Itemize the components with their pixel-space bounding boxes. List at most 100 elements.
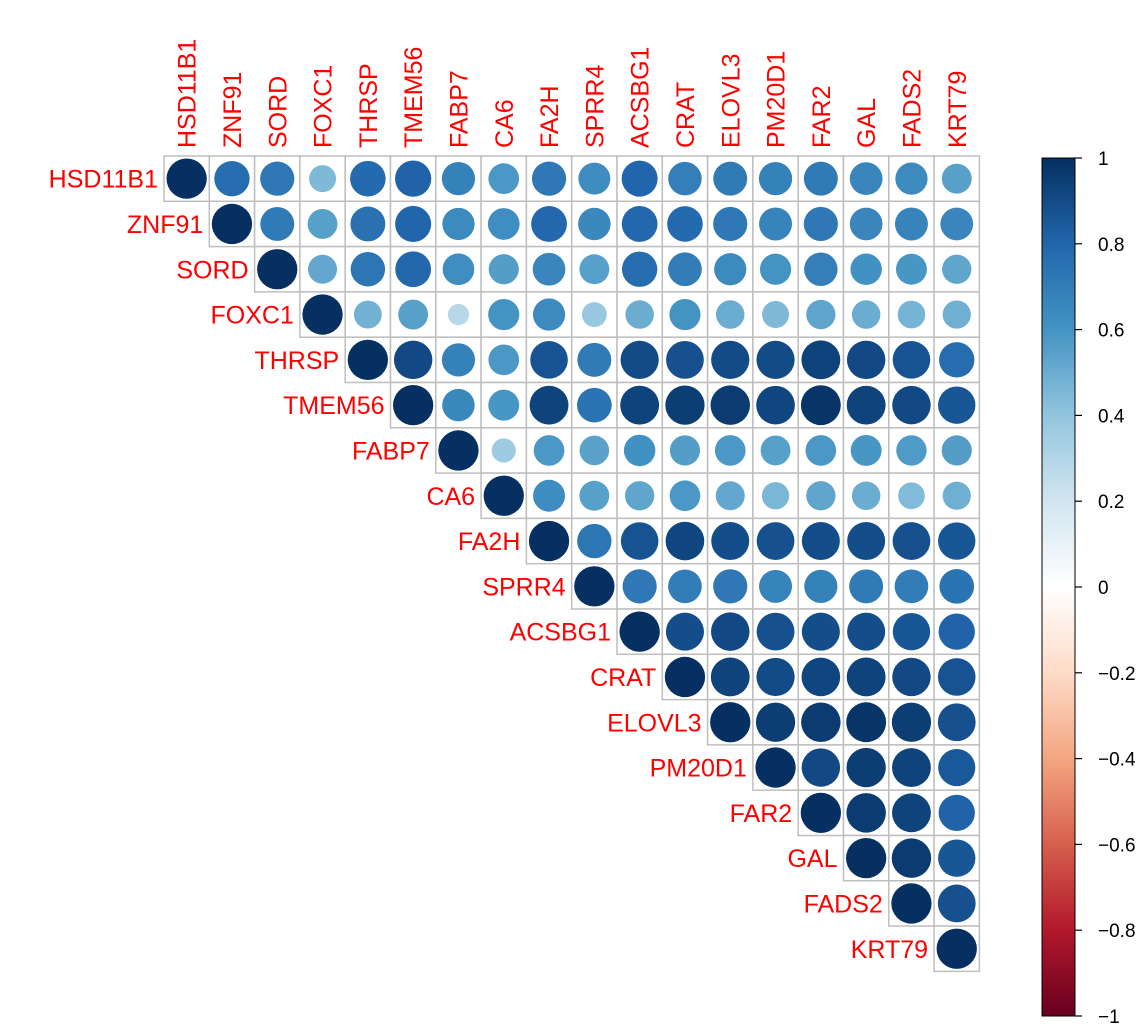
corr-circle-hsd11b1-elovl3 bbox=[713, 161, 748, 196]
corr-circle-foxc1-gal bbox=[851, 300, 881, 329]
corr-circle-pm20d1-pm20d1 bbox=[755, 747, 796, 788]
corr-circle-tmem56-ca6 bbox=[488, 389, 520, 421]
corr-circle-hsd11b1-sord bbox=[260, 161, 295, 196]
corr-circle-znf91-thrsp bbox=[350, 206, 386, 242]
corr-circle-sprr4-elovl3 bbox=[713, 569, 748, 604]
corr-circle-foxc1-crat bbox=[669, 298, 701, 331]
colorbar-tick-label: 0.6 bbox=[1098, 321, 1124, 342]
corr-circle-hsd11b1-far2 bbox=[803, 161, 838, 196]
corr-circle-sord-krt79 bbox=[942, 254, 972, 284]
corr-circle-foxc1-sprr4 bbox=[581, 302, 607, 327]
row-label-znf91: ZNF91 bbox=[127, 211, 203, 239]
corr-circle-pm20d1-krt79 bbox=[938, 748, 976, 787]
corr-circle-sprr4-pm20d1 bbox=[759, 569, 793, 603]
corr-circle-acsbg1-acsbg1 bbox=[619, 611, 660, 652]
corr-circle-pm20d1-fads2 bbox=[892, 748, 931, 787]
corr-circle-foxc1-acsbg1 bbox=[625, 300, 654, 329]
corr-circle-fa2h-pm20d1 bbox=[756, 522, 795, 560]
corr-circle-foxc1-thrsp bbox=[353, 300, 382, 329]
corr-circle-znf91-acsbg1 bbox=[621, 206, 658, 242]
corr-circle-znf91-elovl3 bbox=[713, 206, 748, 242]
colorbar-tick-label: −0.6 bbox=[1098, 835, 1136, 856]
corr-circle-thrsp-far2 bbox=[801, 340, 841, 380]
corr-circle-acsbg1-fads2 bbox=[892, 612, 931, 651]
corr-circle-hsd11b1-thrsp bbox=[350, 160, 386, 197]
row-label-ca6: CA6 bbox=[426, 483, 475, 511]
corr-circle-foxc1-foxc1 bbox=[302, 294, 343, 335]
corr-circle-sord-sprr4 bbox=[579, 254, 610, 285]
corr-circle-znf91-fabp7 bbox=[442, 207, 475, 241]
corr-circle-foxc1-fads2 bbox=[897, 300, 926, 329]
colorbar-tick-label: −0.4 bbox=[1098, 750, 1136, 771]
col-label-thrsp: THRSP bbox=[355, 63, 383, 148]
corr-circle-ca6-crat bbox=[669, 480, 701, 512]
colorbar-tick-label: 0 bbox=[1098, 578, 1109, 599]
row-label-elovl3: ELOVL3 bbox=[607, 709, 702, 737]
corr-circle-foxc1-far2 bbox=[806, 299, 836, 330]
corr-circle-foxc1-elovl3 bbox=[716, 300, 745, 329]
corr-circle-fa2h-elovl3 bbox=[711, 522, 750, 561]
corr-circle-fa2h-sprr4 bbox=[577, 523, 612, 559]
col-label-far2: FAR2 bbox=[808, 85, 836, 148]
col-label-tmem56: TMEM56 bbox=[400, 47, 428, 148]
col-label-pm20d1: PM20D1 bbox=[763, 51, 791, 148]
col-label-hsd11b1: HSD11B1 bbox=[174, 39, 202, 148]
corr-circle-tmem56-far2 bbox=[800, 385, 841, 426]
corr-circle-sord-thrsp bbox=[350, 252, 386, 287]
corr-circle-znf91-crat bbox=[667, 206, 703, 242]
corr-circle-thrsp-sprr4 bbox=[577, 342, 612, 377]
corr-circle-crat-fads2 bbox=[892, 657, 931, 697]
col-label-elovl3: ELOVL3 bbox=[717, 53, 745, 148]
corr-circle-sord-pm20d1 bbox=[759, 253, 792, 285]
corr-circle-fa2h-crat bbox=[665, 521, 705, 561]
corr-circle-acsbg1-pm20d1 bbox=[756, 612, 795, 651]
corr-circle-znf91-tmem56 bbox=[395, 205, 432, 242]
corr-circle-sord-crat bbox=[668, 252, 702, 287]
col-label-sprr4: SPRR4 bbox=[581, 65, 609, 148]
colorbar-tick-label: −0.2 bbox=[1098, 664, 1136, 685]
col-label-znf91: ZNF91 bbox=[219, 72, 247, 148]
corr-circle-fabp7-far2 bbox=[805, 435, 837, 466]
corr-circle-sprr4-fads2 bbox=[894, 569, 929, 604]
corr-circle-far2-gal bbox=[846, 793, 886, 833]
corr-circle-znf91-sprr4 bbox=[578, 207, 611, 241]
corr-circle-thrsp-gal bbox=[846, 340, 886, 380]
corr-circle-tmem56-fads2 bbox=[892, 385, 931, 425]
corr-circle-foxc1-fa2h bbox=[532, 298, 566, 331]
corr-circle-foxc1-ca6 bbox=[488, 298, 520, 331]
corr-circle-sprr4-krt79 bbox=[939, 569, 975, 604]
corr-circle-sord-fa2h bbox=[532, 252, 566, 286]
corr-circle-tmem56-gal bbox=[846, 385, 886, 425]
corr-circle-foxc1-fabp7 bbox=[447, 303, 470, 326]
corr-circle-znf91-fads2 bbox=[894, 207, 928, 241]
row-label-fa2h: FA2H bbox=[458, 528, 521, 556]
corr-circle-ca6-elovl3 bbox=[715, 481, 745, 511]
corr-circle-ca6-ca6 bbox=[483, 475, 524, 516]
corr-circle-ca6-pm20d1 bbox=[761, 482, 790, 510]
row-label-krt79: KRT79 bbox=[851, 936, 928, 964]
corr-circle-hsd11b1-crat bbox=[668, 161, 702, 196]
corr-circle-fabp7-crat bbox=[669, 435, 701, 466]
corr-circle-elovl3-gal bbox=[846, 702, 887, 743]
corr-circle-hsd11b1-ca6 bbox=[488, 163, 520, 194]
colorbar-tick-label: 1 bbox=[1098, 149, 1109, 170]
colorbar: 1 0.8 0.6 0.4 0.2 0 −0.2 −0.4 −0.6 −0.8 −1 bbox=[1041, 149, 1136, 1027]
corr-circle-thrsp-krt79 bbox=[939, 342, 975, 378]
row-label-sord: SORD bbox=[176, 256, 248, 284]
col-label-crat: CRAT bbox=[672, 82, 700, 148]
corr-circle-ca6-fads2 bbox=[898, 482, 925, 510]
corr-circle-znf91-znf91 bbox=[211, 203, 253, 245]
corr-circle-acsbg1-gal bbox=[847, 612, 886, 651]
col-label-krt79: KRT79 bbox=[944, 71, 972, 148]
corr-circle-fa2h-gal bbox=[847, 522, 886, 561]
row-label-pm20d1: PM20D1 bbox=[650, 755, 747, 783]
corr-circle-far2-fads2 bbox=[892, 793, 931, 833]
corr-circle-elovl3-pm20d1 bbox=[755, 702, 796, 742]
corr-circle-tmem56-fa2h bbox=[529, 385, 569, 425]
row-label-sprr4: SPRR4 bbox=[482, 573, 565, 601]
corr-circle-znf91-far2 bbox=[803, 206, 838, 242]
corr-circle-gal-fads2 bbox=[891, 838, 932, 878]
corr-circle-sord-sord bbox=[257, 249, 298, 290]
col-label-fabp7: FABP7 bbox=[445, 70, 473, 148]
